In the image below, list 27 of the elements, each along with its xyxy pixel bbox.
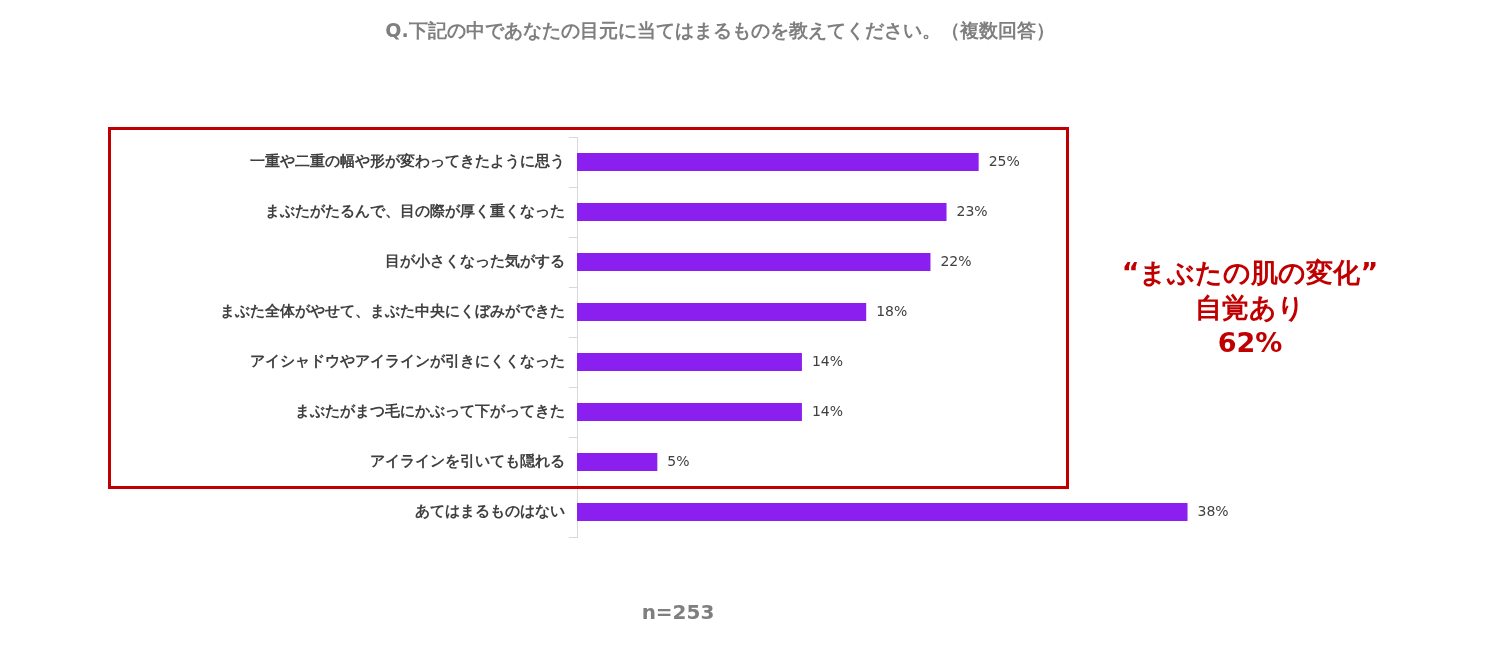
data-label: 22% <box>940 252 972 269</box>
chart-title: Q.下記の中であなたの目元に当てはまるものを教えてください。（複数回答） <box>384 18 1056 43</box>
bar <box>577 403 802 421</box>
y-tick-label: 一重や二重の幅や形が変わってきたように思う <box>250 151 565 170</box>
bar <box>577 303 867 321</box>
y-tick-label: まぶた全体がやせて、まぶた中央にくぼみができた <box>220 301 565 320</box>
y-tick-label: まぶたがまつ毛にかぶって下がってきた <box>295 401 565 420</box>
y-tick-label: 目が小さくなった気がする <box>385 251 565 270</box>
y-tick-label: アイシャドウやアイラインが引きにくくなった <box>250 351 565 370</box>
data-label: 23% <box>956 202 988 219</box>
bar <box>577 203 947 221</box>
bar <box>577 253 931 271</box>
data-label: 25% <box>988 152 1020 169</box>
y-tick-label: あてはまるものはない <box>415 501 565 520</box>
data-label: 38% <box>1197 502 1229 519</box>
annotation: “まぶたの肌の変化” 自覚あり 62% <box>1120 256 1380 361</box>
data-label: 18% <box>876 302 908 319</box>
data-label: 5% <box>667 452 690 469</box>
bar <box>577 153 979 171</box>
bar <box>577 453 658 471</box>
bar <box>577 353 802 371</box>
data-label: 14% <box>811 402 844 419</box>
y-tick-label: まぶたがたるんで、目の際が厚く重くなった <box>265 201 565 220</box>
data-label: 14% <box>811 352 844 369</box>
bar <box>577 503 1188 521</box>
text: n=253 <box>640 600 716 624</box>
y-tick-label: アイラインを引いても隠れる <box>370 451 565 470</box>
